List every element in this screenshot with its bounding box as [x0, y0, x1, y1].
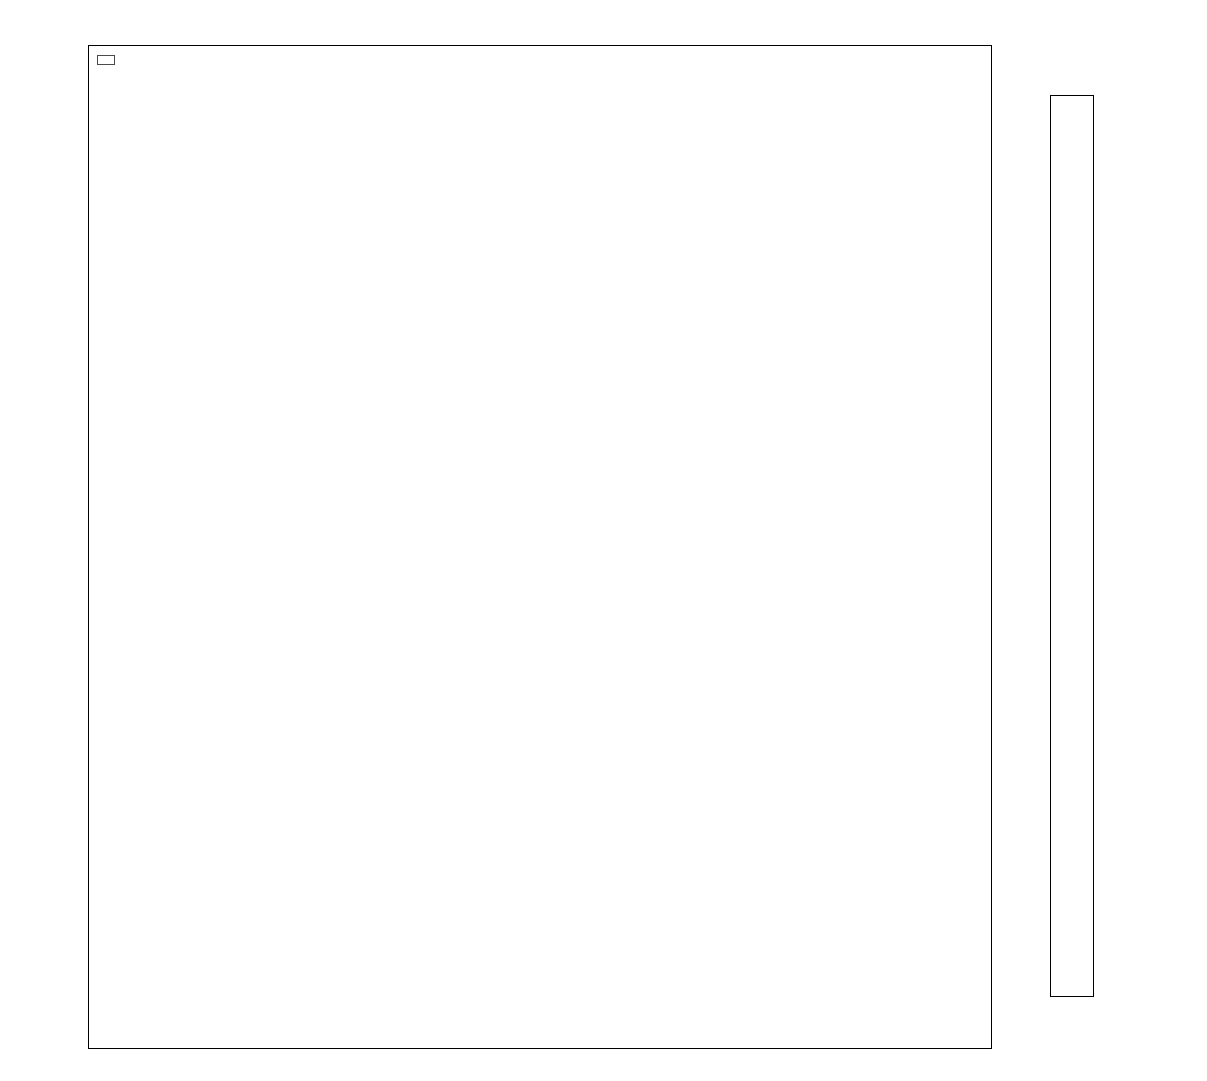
map-panel [88, 45, 992, 1049]
product-info-box [97, 55, 115, 65]
map-overlay [89, 46, 991, 1048]
colorbar [1050, 95, 1094, 997]
radar-echo-canvas [89, 46, 991, 1048]
